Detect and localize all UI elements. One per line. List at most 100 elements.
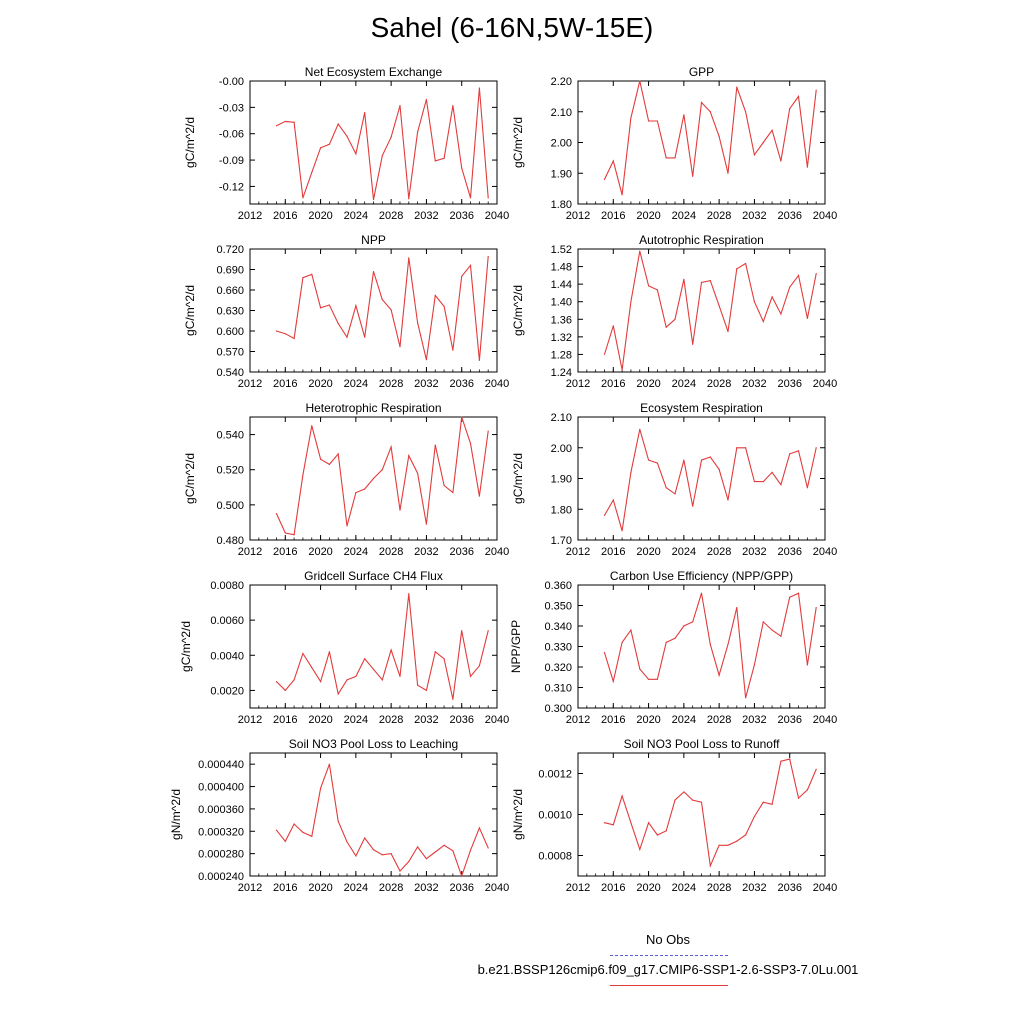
chart-panel-7: Gridcell Surface CH4 Flux gC/m^2/d 2012 201… xyxy=(179,569,509,726)
chart-panel-3: NPP gC/m^2/d 2012 2016 2020 2024 2028 2032 2036 2… xyxy=(183,233,509,390)
data-point xyxy=(434,294,436,297)
data-point xyxy=(381,679,383,681)
plot-frame xyxy=(249,80,498,205)
y-tick-label: 0.000440 xyxy=(198,759,244,771)
x-tick-label: 2012 xyxy=(566,378,590,390)
x-tick-label: 2016 xyxy=(273,210,297,222)
y-tick-label: 2.20 xyxy=(551,76,572,88)
data-point xyxy=(815,606,817,609)
data-point xyxy=(443,484,445,487)
y-axis-label: gN/m^2/d xyxy=(511,789,525,840)
y-tick-label: 0.570 xyxy=(216,347,244,359)
data-point xyxy=(399,105,401,107)
x-tick-label: 2024 xyxy=(344,210,368,222)
x-tick-label: 2016 xyxy=(601,210,625,222)
data-point xyxy=(656,120,658,122)
series-line xyxy=(604,80,817,195)
y-tick-label: -0.03 xyxy=(219,102,244,114)
chart-title: Ecosystem Respiration xyxy=(640,401,763,415)
x-tick-label: 2032 xyxy=(414,546,438,558)
data-point xyxy=(399,675,401,677)
x-tick-label: 2028 xyxy=(707,546,731,558)
x-tick-label: 2024 xyxy=(672,882,696,894)
data-point xyxy=(762,480,764,483)
data-point xyxy=(328,143,330,145)
x-tick-label: 2040 xyxy=(813,378,837,390)
data-point xyxy=(603,514,606,517)
data-point xyxy=(452,491,454,494)
y-tick-label: 0.0010 xyxy=(538,810,572,822)
plot-frame xyxy=(577,80,826,205)
x-tick-label: 2012 xyxy=(566,882,590,894)
x-tick-label: 2012 xyxy=(566,546,590,558)
data-point xyxy=(284,120,286,123)
data-point xyxy=(302,474,304,476)
data-point xyxy=(692,621,694,623)
x-tick-label: 2024 xyxy=(672,546,696,558)
x-tick-label: 2032 xyxy=(414,714,438,726)
data-point xyxy=(745,111,747,113)
data-point xyxy=(469,197,472,199)
data-point xyxy=(478,495,480,497)
x-tick-label: 2016 xyxy=(601,714,625,726)
data-point xyxy=(399,346,401,348)
x-tick-label: 2012 xyxy=(238,882,262,894)
chart-title: Heterotrophic Respiration xyxy=(305,401,441,415)
x-tick-label: 2032 xyxy=(414,882,438,894)
data-point xyxy=(443,844,445,846)
y-tick-label: 2.00 xyxy=(551,443,572,455)
data-point xyxy=(647,459,650,461)
data-point xyxy=(753,154,756,156)
data-point xyxy=(319,307,322,309)
x-tick-label: 2036 xyxy=(777,546,801,558)
data-point xyxy=(753,664,756,666)
y-tick-label: 1.80 xyxy=(551,199,572,211)
series-line xyxy=(604,429,817,531)
chart-panel-4: Autotrophic Respiration gC/m^2/d 2012 2016 2… xyxy=(511,233,837,390)
y-tick-label: 0.0012 xyxy=(538,769,572,781)
data-point xyxy=(311,171,313,173)
data-point xyxy=(293,823,295,825)
series-line xyxy=(275,416,489,536)
y-tick-label: 0.500 xyxy=(216,500,244,512)
x-tick-label: 2012 xyxy=(238,546,262,558)
x-tick-label: 2036 xyxy=(449,546,473,558)
data-point xyxy=(337,693,339,695)
data-point xyxy=(692,175,694,177)
y-tick-label: 1.90 xyxy=(551,474,572,486)
y-tick-label: 0.520 xyxy=(216,465,244,477)
data-point xyxy=(603,178,606,180)
data-point xyxy=(364,488,366,490)
y-tick-label: 0.000280 xyxy=(198,849,244,861)
chart-title: Soil NO3 Pool Loss to Leaching xyxy=(289,737,458,751)
data-point xyxy=(665,157,667,159)
data-point xyxy=(275,125,278,127)
data-point xyxy=(674,799,676,801)
data-point xyxy=(390,136,392,138)
data-point xyxy=(692,505,694,507)
x-tick-label: 2028 xyxy=(707,714,731,726)
data-point xyxy=(806,166,808,168)
x-tick-label: 2028 xyxy=(379,714,403,726)
data-point xyxy=(328,304,330,306)
y-tick-label: 0.660 xyxy=(216,285,244,297)
x-tick-label: 2032 xyxy=(742,546,766,558)
series-line xyxy=(276,87,489,200)
y-tick-label: 0.0008 xyxy=(538,851,572,863)
data-point xyxy=(364,658,366,660)
data-point xyxy=(718,674,720,676)
data-point xyxy=(275,681,278,683)
data-point xyxy=(727,844,729,846)
data-point xyxy=(780,160,782,162)
data-point xyxy=(284,840,286,842)
data-point xyxy=(762,621,764,623)
y-tick-label: 0.480 xyxy=(216,535,244,547)
figure-title: Sahel (6-16N,5W-15E) xyxy=(370,12,654,43)
data-point xyxy=(745,447,747,449)
y-tick-label: 1.80 xyxy=(551,504,572,516)
y-tick-label: 1.40 xyxy=(551,297,572,309)
x-tick-label: 2028 xyxy=(707,210,731,222)
x-tick-label: 2016 xyxy=(601,378,625,390)
chart-panel-2: GPP gC/m^2/d 2012 2016 2020 2024 2028 2032 2036 2… xyxy=(511,65,837,222)
